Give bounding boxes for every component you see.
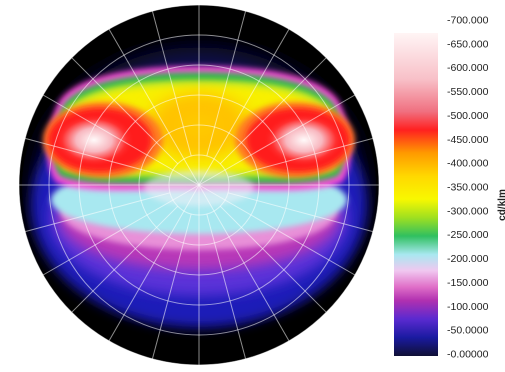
polar-grid <box>19 5 379 365</box>
grid-spoke <box>198 184 290 342</box>
colorbar-tick-label: -550.000 <box>447 86 489 98</box>
grid-spoke <box>42 184 200 276</box>
colorbar-tick-label: -350.000 <box>447 182 489 194</box>
grid-spoke <box>198 184 356 276</box>
left-lobe-peak <box>54 114 134 166</box>
grid-spoke <box>219 57 327 165</box>
colorbar-tick-label: -700.000 <box>447 15 489 27</box>
grid-spoke <box>227 192 374 233</box>
colorbar-tick-label: -400.000 <box>447 158 489 170</box>
colorbar-tick-label: -100.000 <box>447 301 489 313</box>
grid-spoke <box>206 213 247 360</box>
grid-spoke <box>198 28 290 186</box>
grid-spoke <box>198 94 356 186</box>
grid-spoke <box>206 10 247 157</box>
grid-spoke <box>71 205 179 313</box>
polar-disc <box>19 5 379 365</box>
grid-spoke <box>227 137 374 178</box>
grid-spoke <box>24 192 171 233</box>
colorbar-tick-label: -450.000 <box>447 134 489 146</box>
grid-spoke <box>42 94 200 186</box>
colorbar-tick-label: -250.000 <box>447 229 489 241</box>
grid-spoke <box>219 205 327 313</box>
colorbar-tick-label: -0.00000 <box>447 349 489 361</box>
colorbar-tick-label: -150.000 <box>447 277 489 289</box>
grid-spoke <box>108 184 200 342</box>
colorbar-tick-label: -50.0000 <box>447 325 489 337</box>
grid-spoke <box>24 137 171 178</box>
colorbar-tick-label: -650.000 <box>447 38 489 50</box>
colorbar-tick-label: -200.000 <box>447 253 489 265</box>
colorbar-tick-label: -600.000 <box>447 62 489 74</box>
grid-spoke <box>151 213 192 360</box>
grid-spoke <box>151 10 192 157</box>
colorbar-ticks: -700.000 -650.000 -600.000 -550.000 -500.000… <box>447 15 489 361</box>
colorbar-gradient <box>394 33 438 356</box>
colorbar-unit-label: cd/klm <box>497 189 505 221</box>
grid-spoke <box>108 28 200 186</box>
colorbar-tick-label: -500.000 <box>447 110 489 122</box>
right-lobe-peak <box>264 114 344 166</box>
grid-spoke <box>71 57 179 165</box>
colorbar: -700.000 -650.000 -600.000 -550.000 -500.000… <box>394 15 505 361</box>
colorbar-tick-label: -300.000 <box>447 205 489 217</box>
